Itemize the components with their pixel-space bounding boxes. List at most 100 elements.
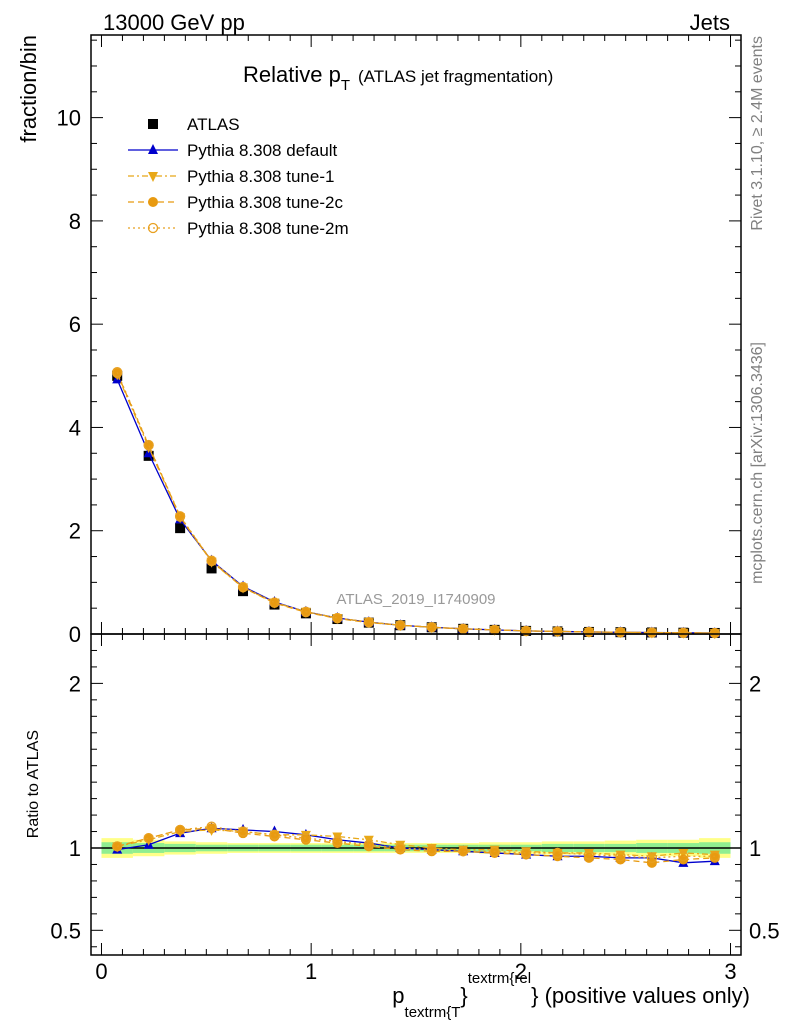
header-right: Jets [690, 10, 730, 35]
xlabel-tail: } (positive values only) [531, 983, 750, 1008]
main-ytick-label: 6 [69, 312, 81, 337]
point-tune2m [237, 581, 249, 593]
point-tune2m [395, 620, 406, 631]
ratio-point-tune1 [646, 852, 657, 863]
ratio-line-tune2c [117, 827, 715, 864]
ratio-ytick-label-right: 0.5 [749, 918, 780, 943]
x-tick-label: 1 [305, 959, 317, 984]
legend-marker-data [148, 119, 158, 129]
ratio-ylabel: Ratio to ATLAS [25, 730, 42, 838]
legend-marker-tune2m [147, 222, 159, 234]
title-note: (ATLAS jet fragmentation) [358, 67, 553, 86]
title-sub: T [341, 77, 350, 94]
point-tune2m [520, 625, 532, 637]
point-tune2c [143, 440, 154, 451]
point-tune2c [269, 598, 280, 609]
point-tune2m [426, 622, 437, 633]
ratio-point-tune2m [646, 852, 658, 864]
legend-marker-default [148, 144, 158, 154]
point-tune2m [583, 626, 595, 638]
ratio-panel: 0.5 0.5 1 1 2 2 0 1 2 3 [50, 633, 780, 984]
ratio-point-tune2m [363, 839, 374, 850]
point-tune2m [709, 627, 720, 639]
ratio-ytick-label: 2 [69, 671, 81, 696]
point-tune2c [363, 617, 374, 628]
point-tune2m [678, 627, 689, 638]
point-tune2m [646, 627, 658, 638]
main-ytick-label: 10 [57, 106, 81, 131]
ratio-point-tune2m [583, 849, 595, 860]
point-data [175, 523, 186, 534]
ratio-point-tune2m [395, 842, 406, 854]
point-tune2m [332, 612, 343, 624]
xlabel-main: p [392, 983, 404, 1008]
xlabel-brace: } [460, 983, 467, 1008]
ratio-point-tune2m [269, 829, 280, 840]
analysis-watermark: ATLAS_2019_I1740909 [336, 591, 495, 608]
legend-label: ATLAS [187, 115, 240, 134]
point-tune2m [112, 367, 123, 378]
ratio-point-tune2m [206, 821, 217, 832]
ratio-point-tune2m [709, 851, 720, 862]
legend: ATLAS Pythia 8.308 default Pythia 8.308 tu… [128, 115, 349, 238]
ratio-frame [90, 633, 742, 956]
ratio-point-tune2c [678, 854, 689, 865]
mcplots-label: mcplots.cern.ch [arXiv:1306.3436] [749, 342, 766, 584]
ratio-point-tune2m [426, 844, 437, 855]
ratio-ytick-label: 0.5 [50, 918, 81, 943]
point-tune2m [363, 616, 374, 628]
ratio-ytick-label: 1 [69, 836, 81, 861]
point-tune2c [678, 627, 689, 638]
ratio-point-tune2c [552, 851, 563, 862]
legend-label: Pythia 8.308 default [187, 141, 338, 160]
legend-marker-tune1 [148, 172, 158, 182]
xlabel-sup: textrm{rel [468, 970, 531, 987]
ratio-point-tune2m [552, 847, 563, 859]
legend-label: Pythia 8.308 tune-1 [187, 167, 334, 186]
legend-label: Pythia 8.308 tune-2m [187, 219, 349, 238]
header-left: 13000 GeV pp [103, 10, 245, 35]
legend-marker-tune2c [148, 197, 158, 207]
ratio-point-tune2m [300, 832, 312, 844]
ratio-point-tune2m [489, 846, 500, 857]
ratio-point-tune2m [112, 841, 123, 852]
legend-item-tune1: Pythia 8.308 tune-1 [128, 167, 334, 186]
point-tune2m [206, 555, 217, 566]
ratio-point-tune2c [143, 833, 154, 844]
xlabel-sub: textrm{T [405, 1004, 461, 1021]
point-tune2m [300, 606, 312, 617]
series-tune2m [112, 367, 720, 639]
point-tune2c [426, 622, 437, 633]
legend-item-tune2c: Pythia 8.308 tune-2c [128, 193, 343, 212]
point-tune2c [238, 582, 249, 593]
point-tune2m [615, 627, 626, 638]
ratio-point-tune2c [458, 846, 469, 857]
main-ytick-label: 4 [69, 415, 81, 440]
legend-item-tune2m: Pythia 8.308 tune-2m [128, 219, 349, 238]
series-line-tune2m [116, 371, 715, 634]
ratio-point-tune2m [237, 826, 249, 837]
ratio-point-tune2c [583, 852, 594, 863]
ratio-line-tune1 [117, 829, 715, 857]
legend-item-default: Pythia 8.308 default [128, 141, 338, 160]
legend-label: Pythia 8.308 tune-2c [187, 193, 343, 212]
title-main: Relative p [243, 62, 341, 87]
ratio-ytick-label-right: 2 [749, 671, 761, 696]
point-tune2m [174, 511, 186, 522]
main-ylabel: fraction/bin [16, 35, 41, 143]
ratio-ytick-label-right: 1 [749, 836, 761, 861]
main-title: Relative pT (ATLAS jet fragmentation) [243, 62, 553, 94]
point-tune2c [646, 627, 657, 638]
rivet-label: Rivet 3.1.10, ≥ 2.4M events [749, 36, 766, 231]
ratio-point-tune2m [520, 847, 532, 859]
ratio-point-tune2m [174, 824, 186, 836]
ratio-point-tune2m [143, 832, 154, 844]
ratio-point-tune2m [615, 851, 626, 862]
ratio-point-tune2m [332, 836, 343, 847]
ratio-point-tune2c [615, 854, 626, 865]
x-tick-label: 0 [95, 959, 107, 984]
ratio-series-tune2m [112, 821, 720, 864]
main-ytick-label: 0 [69, 622, 81, 647]
